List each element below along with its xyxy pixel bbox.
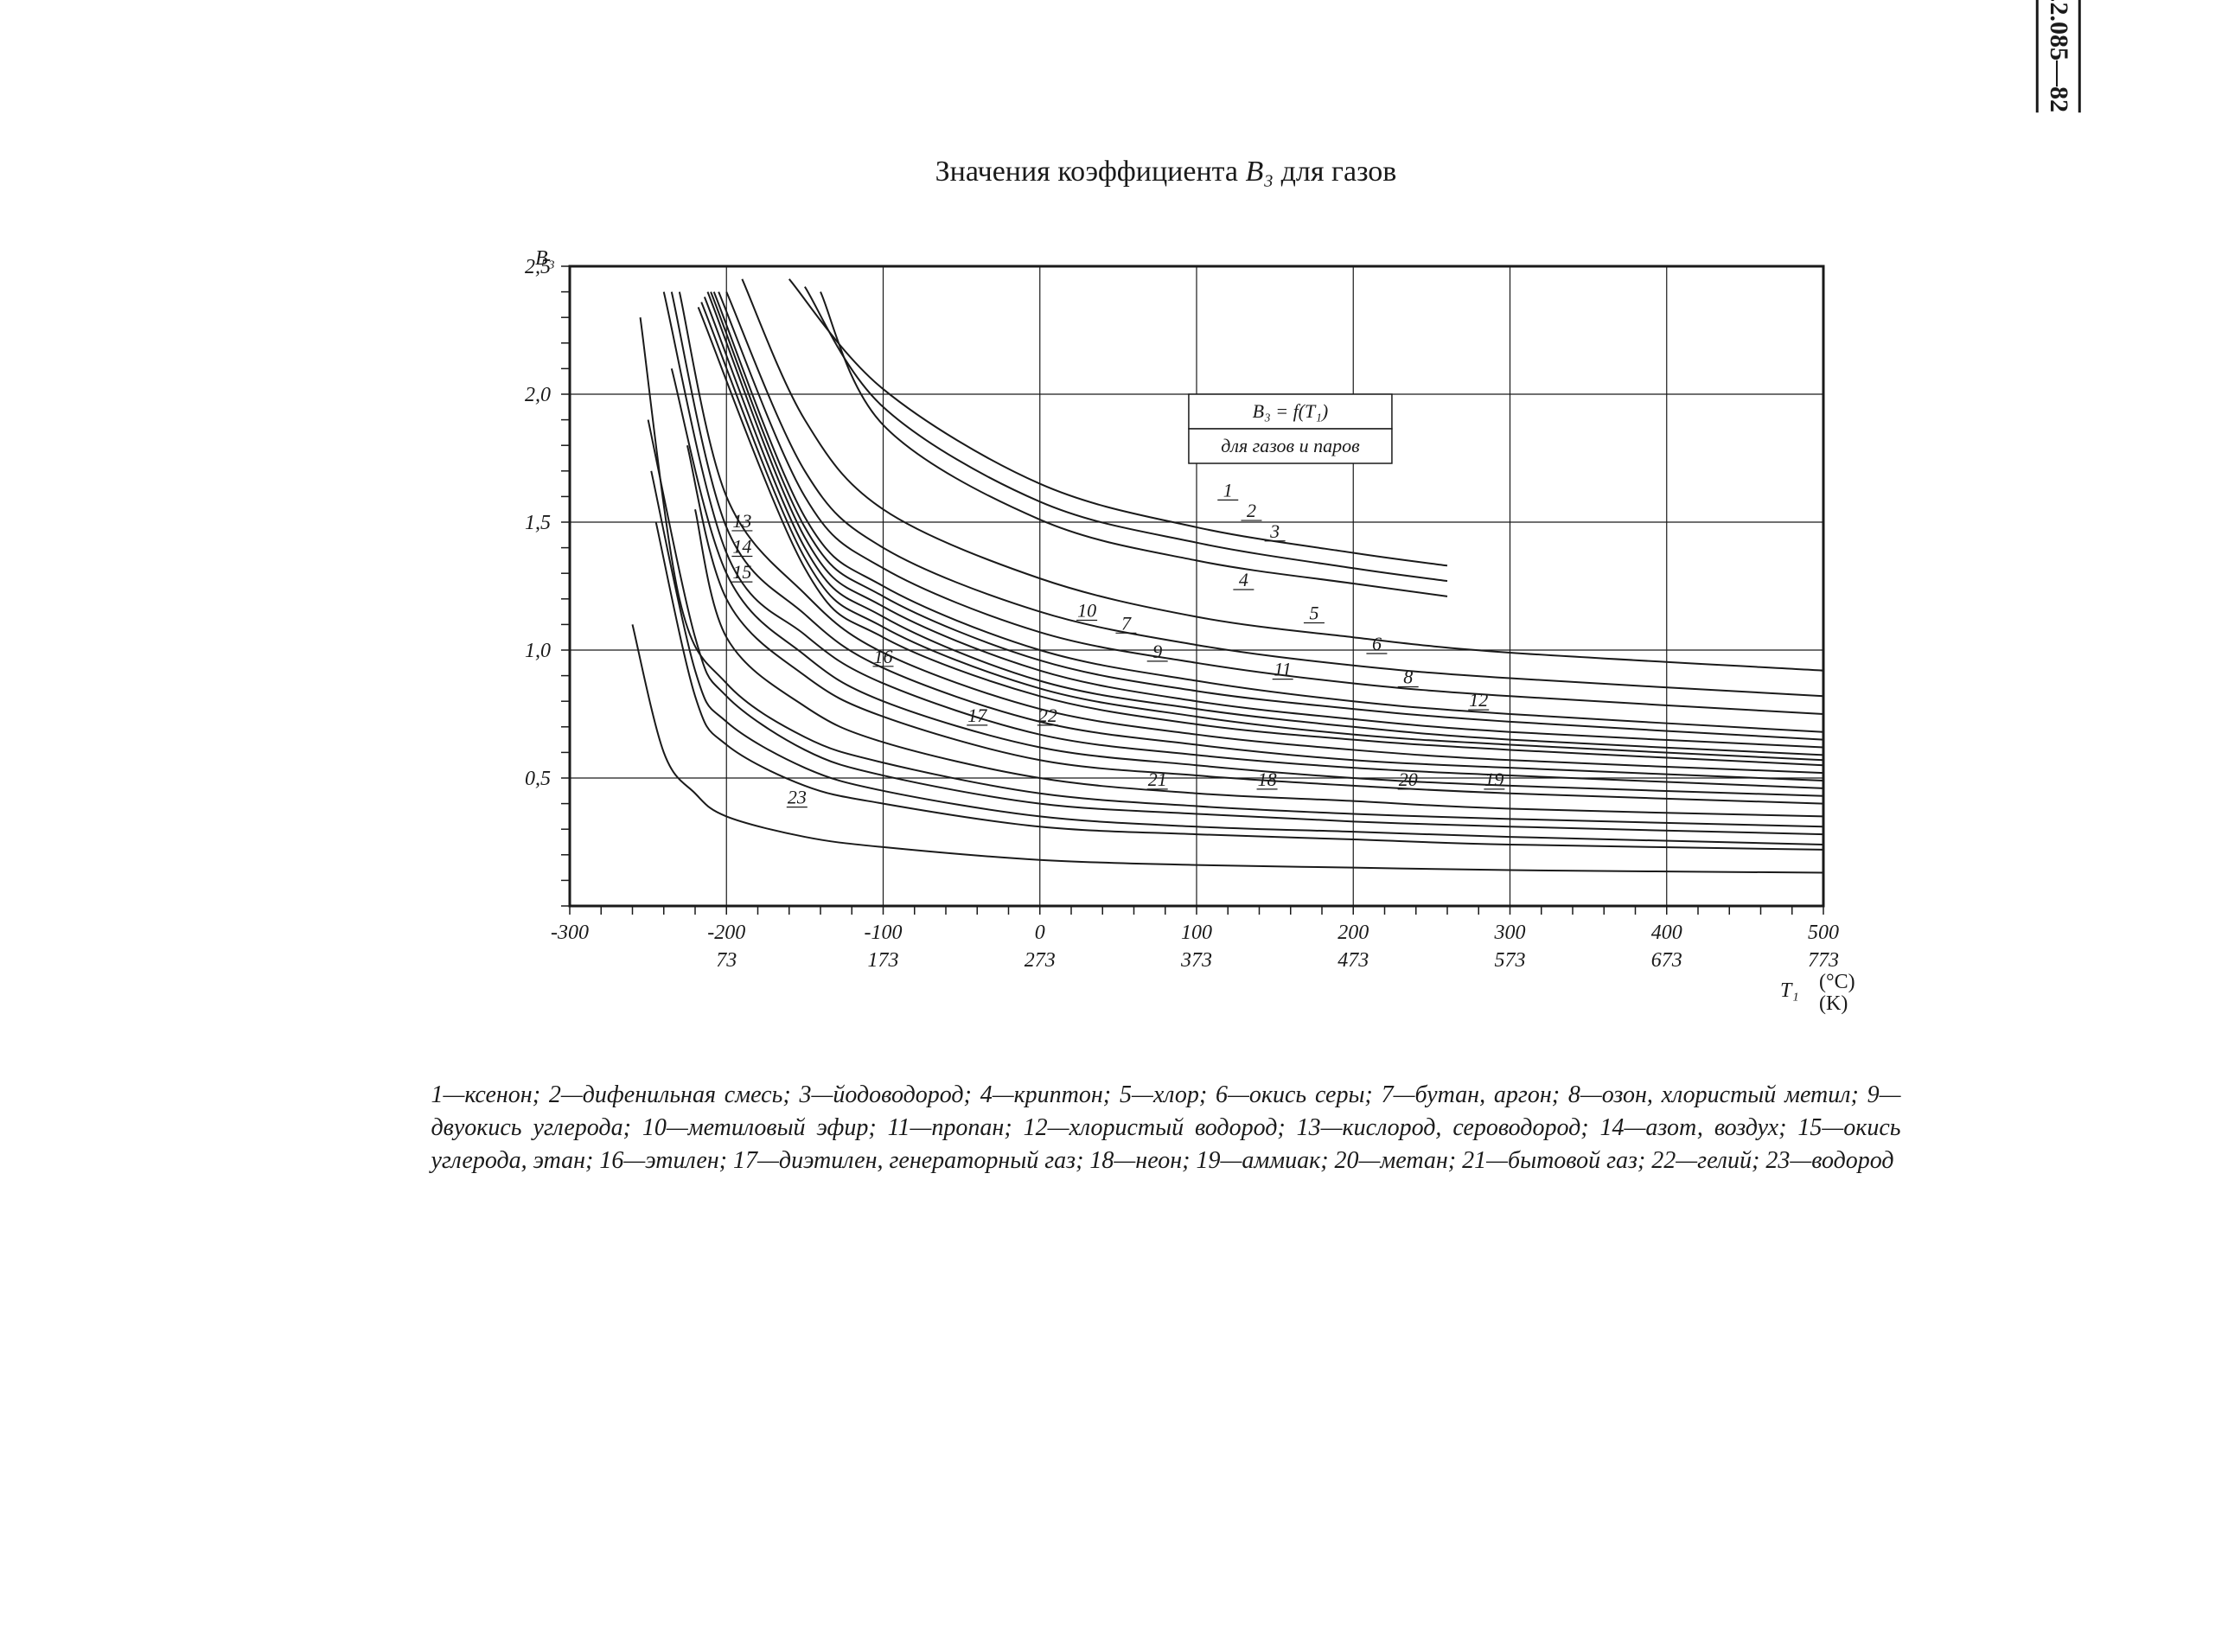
- svg-text:-100: -100: [864, 922, 902, 944]
- svg-text:500: 500: [1808, 922, 1839, 944]
- svg-text:13: 13: [732, 510, 751, 532]
- svg-text:473: 473: [1337, 949, 1369, 972]
- svg-text:12: 12: [1469, 689, 1488, 711]
- svg-text:100: 100: [1181, 922, 1212, 944]
- svg-text:673: 673: [1650, 949, 1682, 972]
- svg-text:-200: -200: [707, 922, 745, 944]
- svg-text:(°C): (°C): [1819, 971, 1855, 993]
- page-header: Стр. 12 ГОСТ 12.2.085—82: [2036, 0, 2081, 112]
- svg-text:23: 23: [787, 787, 806, 808]
- svg-text:1: 1: [1223, 479, 1232, 501]
- svg-text:2: 2: [1246, 500, 1255, 521]
- chart-container: -300-200-1000100200300400500731732733734…: [259, 240, 2072, 1018]
- svg-text:22: 22: [1037, 705, 1057, 726]
- svg-text:1,0: 1,0: [525, 640, 551, 662]
- svg-text:73: 73: [716, 949, 737, 972]
- svg-text:200: 200: [1337, 922, 1369, 944]
- svg-text:5: 5: [1309, 602, 1318, 623]
- svg-text:20: 20: [1398, 769, 1417, 790]
- svg-text:0: 0: [1034, 922, 1044, 944]
- svg-text:14: 14: [732, 536, 751, 558]
- svg-text:11: 11: [1274, 659, 1291, 680]
- svg-text:773: 773: [1808, 949, 1839, 972]
- svg-text:300: 300: [1493, 922, 1525, 944]
- svg-text:2,0: 2,0: [525, 384, 551, 406]
- svg-text:173: 173: [867, 949, 898, 972]
- svg-text:3: 3: [1269, 520, 1280, 542]
- svg-text:9: 9: [1152, 641, 1162, 662]
- svg-text:18: 18: [1257, 769, 1276, 790]
- svg-text:16: 16: [873, 646, 892, 667]
- legend: 1—ксенон; 2—дифенильная смесь; 3—йодовод…: [431, 1079, 1901, 1177]
- svg-text:для газов и паров: для газов и паров: [1221, 435, 1360, 456]
- svg-text:273: 273: [1024, 949, 1055, 972]
- svg-text:T₁: T₁: [1780, 979, 1799, 1002]
- svg-text:10: 10: [1077, 600, 1096, 622]
- gas-coefficient-chart: -300-200-1000100200300400500731732733734…: [475, 240, 1858, 1018]
- chart-title: Значения коэффициента В₃ для газов: [259, 156, 2072, 188]
- svg-text:21: 21: [1147, 769, 1166, 790]
- svg-text:В₃: В₃: [535, 247, 555, 270]
- svg-text:17: 17: [967, 705, 987, 726]
- svg-text:7: 7: [1120, 612, 1131, 634]
- svg-text:0,5: 0,5: [525, 768, 551, 790]
- svg-text:(K): (K): [1819, 992, 1848, 1015]
- svg-text:-300: -300: [551, 922, 589, 944]
- svg-text:15: 15: [732, 561, 751, 583]
- page: Стр. 12 ГОСТ 12.2.085—82 Значения коэффи…: [0, 0, 2228, 1652]
- svg-text:1,5: 1,5: [525, 512, 551, 534]
- svg-text:B₃ = f(T₁): B₃ = f(T₁): [1252, 400, 1328, 422]
- svg-text:6: 6: [1371, 633, 1381, 654]
- svg-text:573: 573: [1494, 949, 1525, 972]
- svg-text:19: 19: [1484, 769, 1503, 790]
- svg-text:373: 373: [1180, 949, 1212, 972]
- svg-text:8: 8: [1403, 666, 1413, 687]
- svg-text:400: 400: [1650, 922, 1682, 944]
- svg-text:4: 4: [1238, 569, 1248, 590]
